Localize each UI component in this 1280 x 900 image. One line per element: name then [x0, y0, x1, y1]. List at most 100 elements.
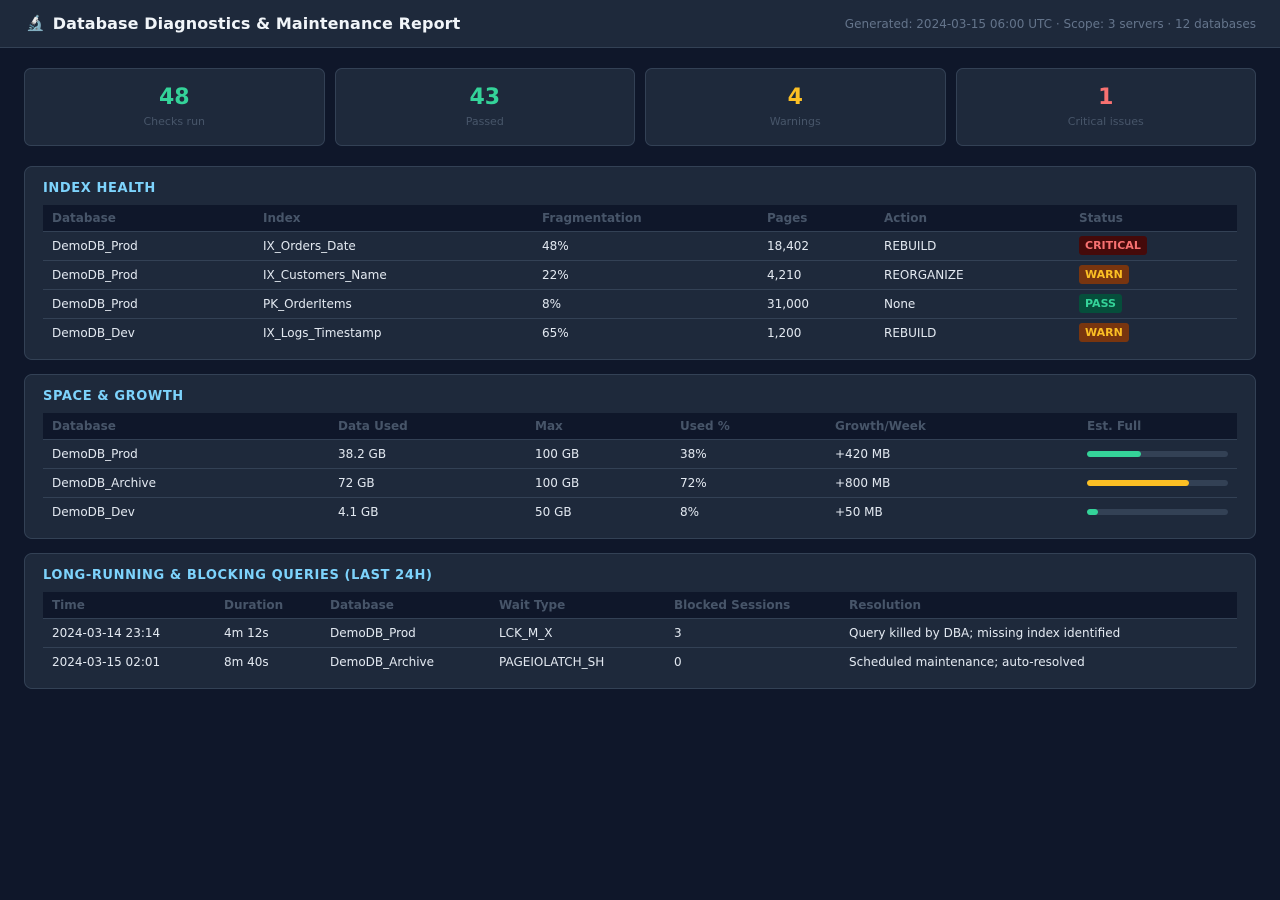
column-header: Index [254, 205, 533, 232]
status-badge: PASS [1079, 294, 1122, 313]
table-row: DemoDB_Dev 4.1 GB 50 GB 8% +50 MB [43, 497, 1237, 526]
cell-action: REBUILD [875, 231, 1070, 261]
stat-value: 43 [469, 84, 501, 110]
queries-panel: LONG-RUNNING & BLOCKING QUERIES (LAST 24… [24, 553, 1256, 689]
queries-table: Time Duration Database Wait Type Blocked… [43, 592, 1237, 676]
stat-label: Warnings [769, 115, 821, 129]
cell-resolution: Scheduled maintenance; auto-resolved [849, 654, 1085, 669]
cell-pages: 18,402 [758, 231, 875, 261]
cell-status: WARN [1070, 318, 1237, 347]
cell-status: PASS [1070, 289, 1237, 319]
status-badge: WARN [1079, 323, 1129, 343]
cell-time: 2024-03-15 02:01 [52, 654, 161, 669]
table-row: DemoDB_Prod PK_OrderItems 8% 31,000 None PASS [43, 289, 1237, 319]
cell-database: DemoDB_Archive [330, 654, 435, 669]
cell-index: IX_Orders_Date [254, 231, 533, 261]
cell-fragmentation: 65% [542, 325, 569, 340]
page-title: Database Diagnostics & Maintenance Repor… [52, 14, 461, 33]
header-bar: 🔬 Database Diagnostics & Maintenance Rep… [0, 0, 1280, 48]
column-header: Pages [758, 205, 875, 232]
stat-critical-issues: 1 Critical issues [955, 68, 1256, 146]
table-header-row: Time Duration Database Wait Type Blocked… [43, 592, 1237, 619]
cell-growth: +800 MB [826, 468, 1078, 498]
stat-value: 1 [1098, 84, 1114, 110]
column-header: Duration [215, 592, 321, 619]
cell-duration: 4m 12s [215, 618, 321, 648]
table-header-row: Database Data Used Max Used % Growth/Wee… [43, 413, 1237, 440]
cell-status: CRITICAL [1070, 231, 1237, 261]
usage-bar [1087, 479, 1228, 486]
cell-database: DemoDB_Prod [43, 231, 254, 261]
cell-blocked: 0 [674, 654, 682, 669]
table-row: DemoDB_Dev IX_Logs_Timestamp 65% 1,200 REBUI… [43, 318, 1237, 347]
cell-used_pct: 8% [680, 504, 700, 519]
cell-growth: +420 MB [826, 439, 1078, 469]
cell-used_pct: 38% [671, 439, 826, 469]
cell-pages: 4,210 [758, 260, 875, 290]
title-group: 🔬 Database Diagnostics & Maintenance Rep… [26, 14, 460, 33]
cell-database: DemoDB_Dev [52, 504, 135, 519]
column-header: Resolution [840, 592, 1237, 619]
stat-value: 4 [787, 84, 803, 110]
cell-blocked: 3 [665, 618, 840, 648]
microscope-icon: 🔬 [26, 14, 45, 32]
cell-est-full [1078, 439, 1237, 469]
table-row: DemoDB_Archive 72 GB 100 GB 72% +800 MB [43, 468, 1237, 498]
cell-database: DemoDB_Prod [43, 289, 254, 319]
stat-label: Passed [465, 115, 504, 129]
index-health-table: Database Index Fragmentation Pages Actio… [43, 205, 1237, 347]
cell-fragmentation: 8% [533, 289, 758, 319]
column-header: Database [43, 205, 254, 232]
usage-bar-fill [1087, 508, 1099, 515]
cell-used_pct: 72% [671, 468, 826, 498]
column-header: Max [526, 413, 671, 440]
space-growth-panel: SPACE & GROWTH Database Data Used Max Us… [24, 374, 1256, 539]
cell-pages: 31,000 [758, 289, 875, 319]
cell-index: PK_OrderItems [254, 289, 533, 319]
space-growth-table: Database Data Used Max Used % Growth/Wee… [43, 413, 1237, 526]
status-badge: CRITICAL [1079, 236, 1147, 255]
column-header: Blocked Sessions [665, 592, 840, 619]
cell-fragmentation: 48% [533, 231, 758, 261]
panel-title: SPACE & GROWTH [43, 389, 184, 404]
usage-bar-fill [1087, 479, 1189, 486]
cell-max: 100 GB [526, 439, 671, 469]
cell-database: DemoDB_Dev [52, 325, 135, 340]
column-header: Database [43, 413, 329, 440]
cell-database: DemoDB_Prod [43, 439, 329, 469]
report-body: 48 Checks run 43 Passed 4 Warnings 1 Cri… [0, 48, 1280, 689]
stat-passed: 43 Passed [334, 68, 635, 146]
cell-database: DemoDB_Archive [43, 468, 329, 498]
cell-max: 100 GB [526, 468, 671, 498]
cell-duration: 8m 40s [224, 654, 269, 669]
cell-action: None [875, 289, 1070, 319]
column-header: Database [321, 592, 490, 619]
column-header: Growth/Week [826, 413, 1078, 440]
space-growth-rows: DemoDB_Prod 38.2 GB 100 GB 38% +420 MB DemoDB… [43, 439, 1237, 526]
cell-wait_type: LCK_M_X [490, 618, 665, 648]
column-header: Wait Type [490, 592, 665, 619]
cell-est-full [1078, 497, 1237, 526]
column-header: Data Used [329, 413, 526, 440]
cell-est-full [1078, 468, 1237, 498]
table-row: DemoDB_Prod IX_Orders_Date 48% 18,402 REBUIL… [43, 231, 1237, 261]
panel-title: LONG-RUNNING & BLOCKING QUERIES (LAST 24… [43, 568, 433, 583]
index-health-rows: DemoDB_Prod IX_Orders_Date 48% 18,402 REBUIL… [43, 231, 1237, 347]
cell-data_used: 38.2 GB [329, 439, 526, 469]
cell-database: DemoDB_Prod [321, 618, 490, 648]
column-header: Fragmentation [533, 205, 758, 232]
cell-database: DemoDB_Prod [43, 260, 254, 290]
stat-warnings: 4 Warnings [645, 68, 946, 146]
usage-bar [1087, 508, 1228, 515]
stat-checks-run: 48 Checks run [24, 68, 325, 146]
cell-fragmentation: 22% [533, 260, 758, 290]
stat-label: Checks run [143, 115, 206, 129]
cell-index: IX_Customers_Name [254, 260, 533, 290]
stat-value: 48 [158, 84, 190, 110]
table-header-row: Database Index Fragmentation Pages Actio… [43, 205, 1237, 232]
cell-data_used: 4.1 GB [338, 504, 379, 519]
table-row: DemoDB_Prod 38.2 GB 100 GB 38% +420 MB [43, 439, 1237, 469]
column-header: Est. Full [1078, 413, 1237, 440]
usage-bar [1087, 450, 1228, 457]
report-meta: Generated: 2024-03-15 06:00 UTC · Scope:… [844, 16, 1256, 31]
